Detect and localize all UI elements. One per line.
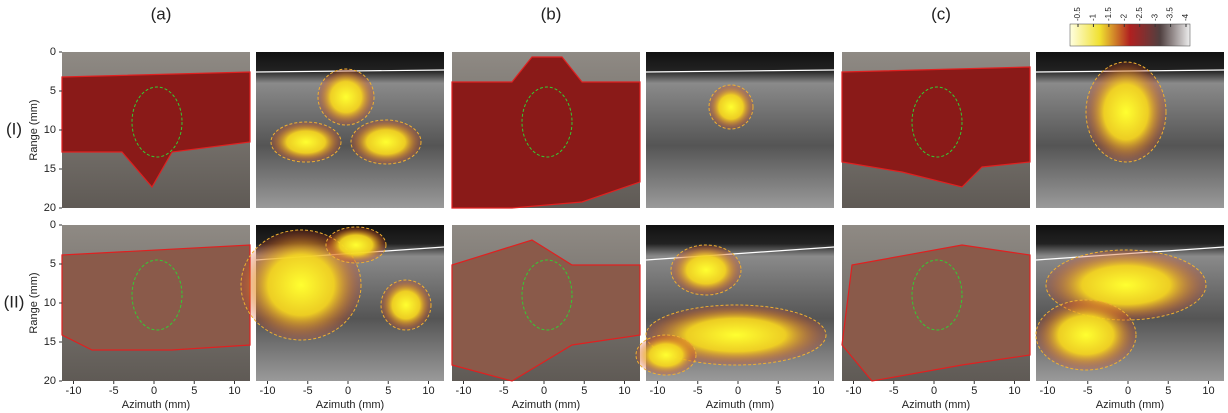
x-tick-label: 5 bbox=[775, 385, 781, 397]
tissue bbox=[62, 245, 250, 350]
panel bbox=[241, 225, 444, 381]
x-tick-label: 0 bbox=[541, 385, 547, 397]
colorbar-tick-label: -3 bbox=[1150, 13, 1159, 21]
colorbar-tick-label: -3.5 bbox=[1166, 7, 1175, 21]
x-axis-label: Azimuth (mm) bbox=[1096, 399, 1164, 411]
x-tick-label: 10 bbox=[422, 385, 434, 397]
x-tick-label: 5 bbox=[385, 385, 391, 397]
cavitation-map bbox=[326, 227, 386, 263]
ultrasound-background bbox=[646, 52, 834, 208]
x-tick-label: 5 bbox=[581, 385, 587, 397]
panel bbox=[636, 225, 834, 381]
cavitation-map bbox=[709, 85, 753, 129]
panel bbox=[1036, 225, 1224, 381]
x-tick-label: -5 bbox=[499, 385, 509, 397]
x-axis-label: Azimuth (mm) bbox=[706, 399, 774, 411]
colorbar-tick-label: -2 bbox=[1119, 13, 1128, 21]
x-tick-label: 10 bbox=[1202, 385, 1214, 397]
panel bbox=[842, 225, 1030, 381]
x-tick-label: -10 bbox=[1040, 385, 1056, 397]
x-tick-label: -5 bbox=[1083, 385, 1093, 397]
figure: 05101520Range (mm)(I)-10-50510Azimuth (m… bbox=[0, 0, 1228, 413]
y-axis-label: Range (mm) bbox=[28, 99, 40, 160]
cavitation-map bbox=[1086, 62, 1166, 162]
y-tick-label: 15 bbox=[44, 336, 56, 348]
cavitation-map bbox=[381, 280, 431, 330]
column-label: (b) bbox=[541, 4, 562, 23]
x-tick-label: -10 bbox=[650, 385, 666, 397]
y-axis-label: Range (mm) bbox=[28, 272, 40, 333]
y-tick-label: 10 bbox=[44, 124, 56, 136]
x-axis-label: Azimuth (mm) bbox=[122, 399, 190, 411]
x-tick-label: 10 bbox=[228, 385, 240, 397]
x-axis-label: Azimuth (mm) bbox=[316, 399, 384, 411]
column-label: (a) bbox=[151, 4, 172, 23]
cavitation-map bbox=[351, 120, 421, 164]
cavitation-map bbox=[318, 69, 374, 125]
y-tick-label: 10 bbox=[44, 297, 56, 309]
panel bbox=[62, 225, 250, 381]
x-tick-label: 10 bbox=[1008, 385, 1020, 397]
panel bbox=[646, 52, 834, 208]
y-tick-label: 5 bbox=[50, 85, 56, 97]
colorbar bbox=[1070, 24, 1190, 46]
column-label: (c) bbox=[931, 4, 951, 23]
x-tick-label: -5 bbox=[109, 385, 119, 397]
x-axis-label: Azimuth (mm) bbox=[512, 399, 580, 411]
colorbar-tick-label: -4 bbox=[1181, 13, 1190, 21]
panel bbox=[1036, 52, 1224, 208]
x-tick-label: -10 bbox=[66, 385, 82, 397]
cavitation-map bbox=[1036, 300, 1136, 370]
x-tick-label: 10 bbox=[812, 385, 824, 397]
panel bbox=[842, 52, 1030, 208]
panel bbox=[452, 52, 640, 208]
y-tick-label: 15 bbox=[44, 163, 56, 175]
x-tick-label: -5 bbox=[303, 385, 313, 397]
x-tick-label: 0 bbox=[345, 385, 351, 397]
colorbar-tick-label: -1.5 bbox=[1104, 7, 1113, 21]
row-label: (I) bbox=[6, 119, 22, 138]
x-tick-label: 0 bbox=[931, 385, 937, 397]
cavitation-map bbox=[271, 122, 341, 162]
x-tick-label: 0 bbox=[1125, 385, 1131, 397]
y-tick-label: 20 bbox=[44, 202, 56, 214]
x-tick-label: 5 bbox=[191, 385, 197, 397]
x-tick-label: 0 bbox=[151, 385, 157, 397]
cavitation-map bbox=[671, 245, 741, 295]
cavitation-map bbox=[636, 335, 696, 375]
x-tick-label: 0 bbox=[735, 385, 741, 397]
x-tick-label: -10 bbox=[260, 385, 276, 397]
x-tick-label: -10 bbox=[846, 385, 862, 397]
y-tick-label: 20 bbox=[44, 375, 56, 387]
y-tick-label: 0 bbox=[50, 46, 56, 58]
x-tick-label: -5 bbox=[889, 385, 899, 397]
x-tick-label: 10 bbox=[618, 385, 630, 397]
y-tick-label: 5 bbox=[50, 258, 56, 270]
x-tick-label: 5 bbox=[971, 385, 977, 397]
panel bbox=[452, 225, 640, 381]
x-tick-label: 5 bbox=[1165, 385, 1171, 397]
panel bbox=[62, 52, 250, 208]
row-label: (II) bbox=[4, 292, 25, 311]
x-tick-label: -10 bbox=[456, 385, 472, 397]
colorbar-tick-label: -2.5 bbox=[1135, 7, 1144, 21]
x-axis-label: Azimuth (mm) bbox=[902, 399, 970, 411]
colorbar-tick-label: -1 bbox=[1089, 13, 1098, 21]
panel bbox=[256, 52, 444, 208]
x-tick-label: -5 bbox=[693, 385, 703, 397]
colorbar-tick-label: -0.5 bbox=[1073, 7, 1082, 21]
y-tick-label: 0 bbox=[50, 219, 56, 231]
